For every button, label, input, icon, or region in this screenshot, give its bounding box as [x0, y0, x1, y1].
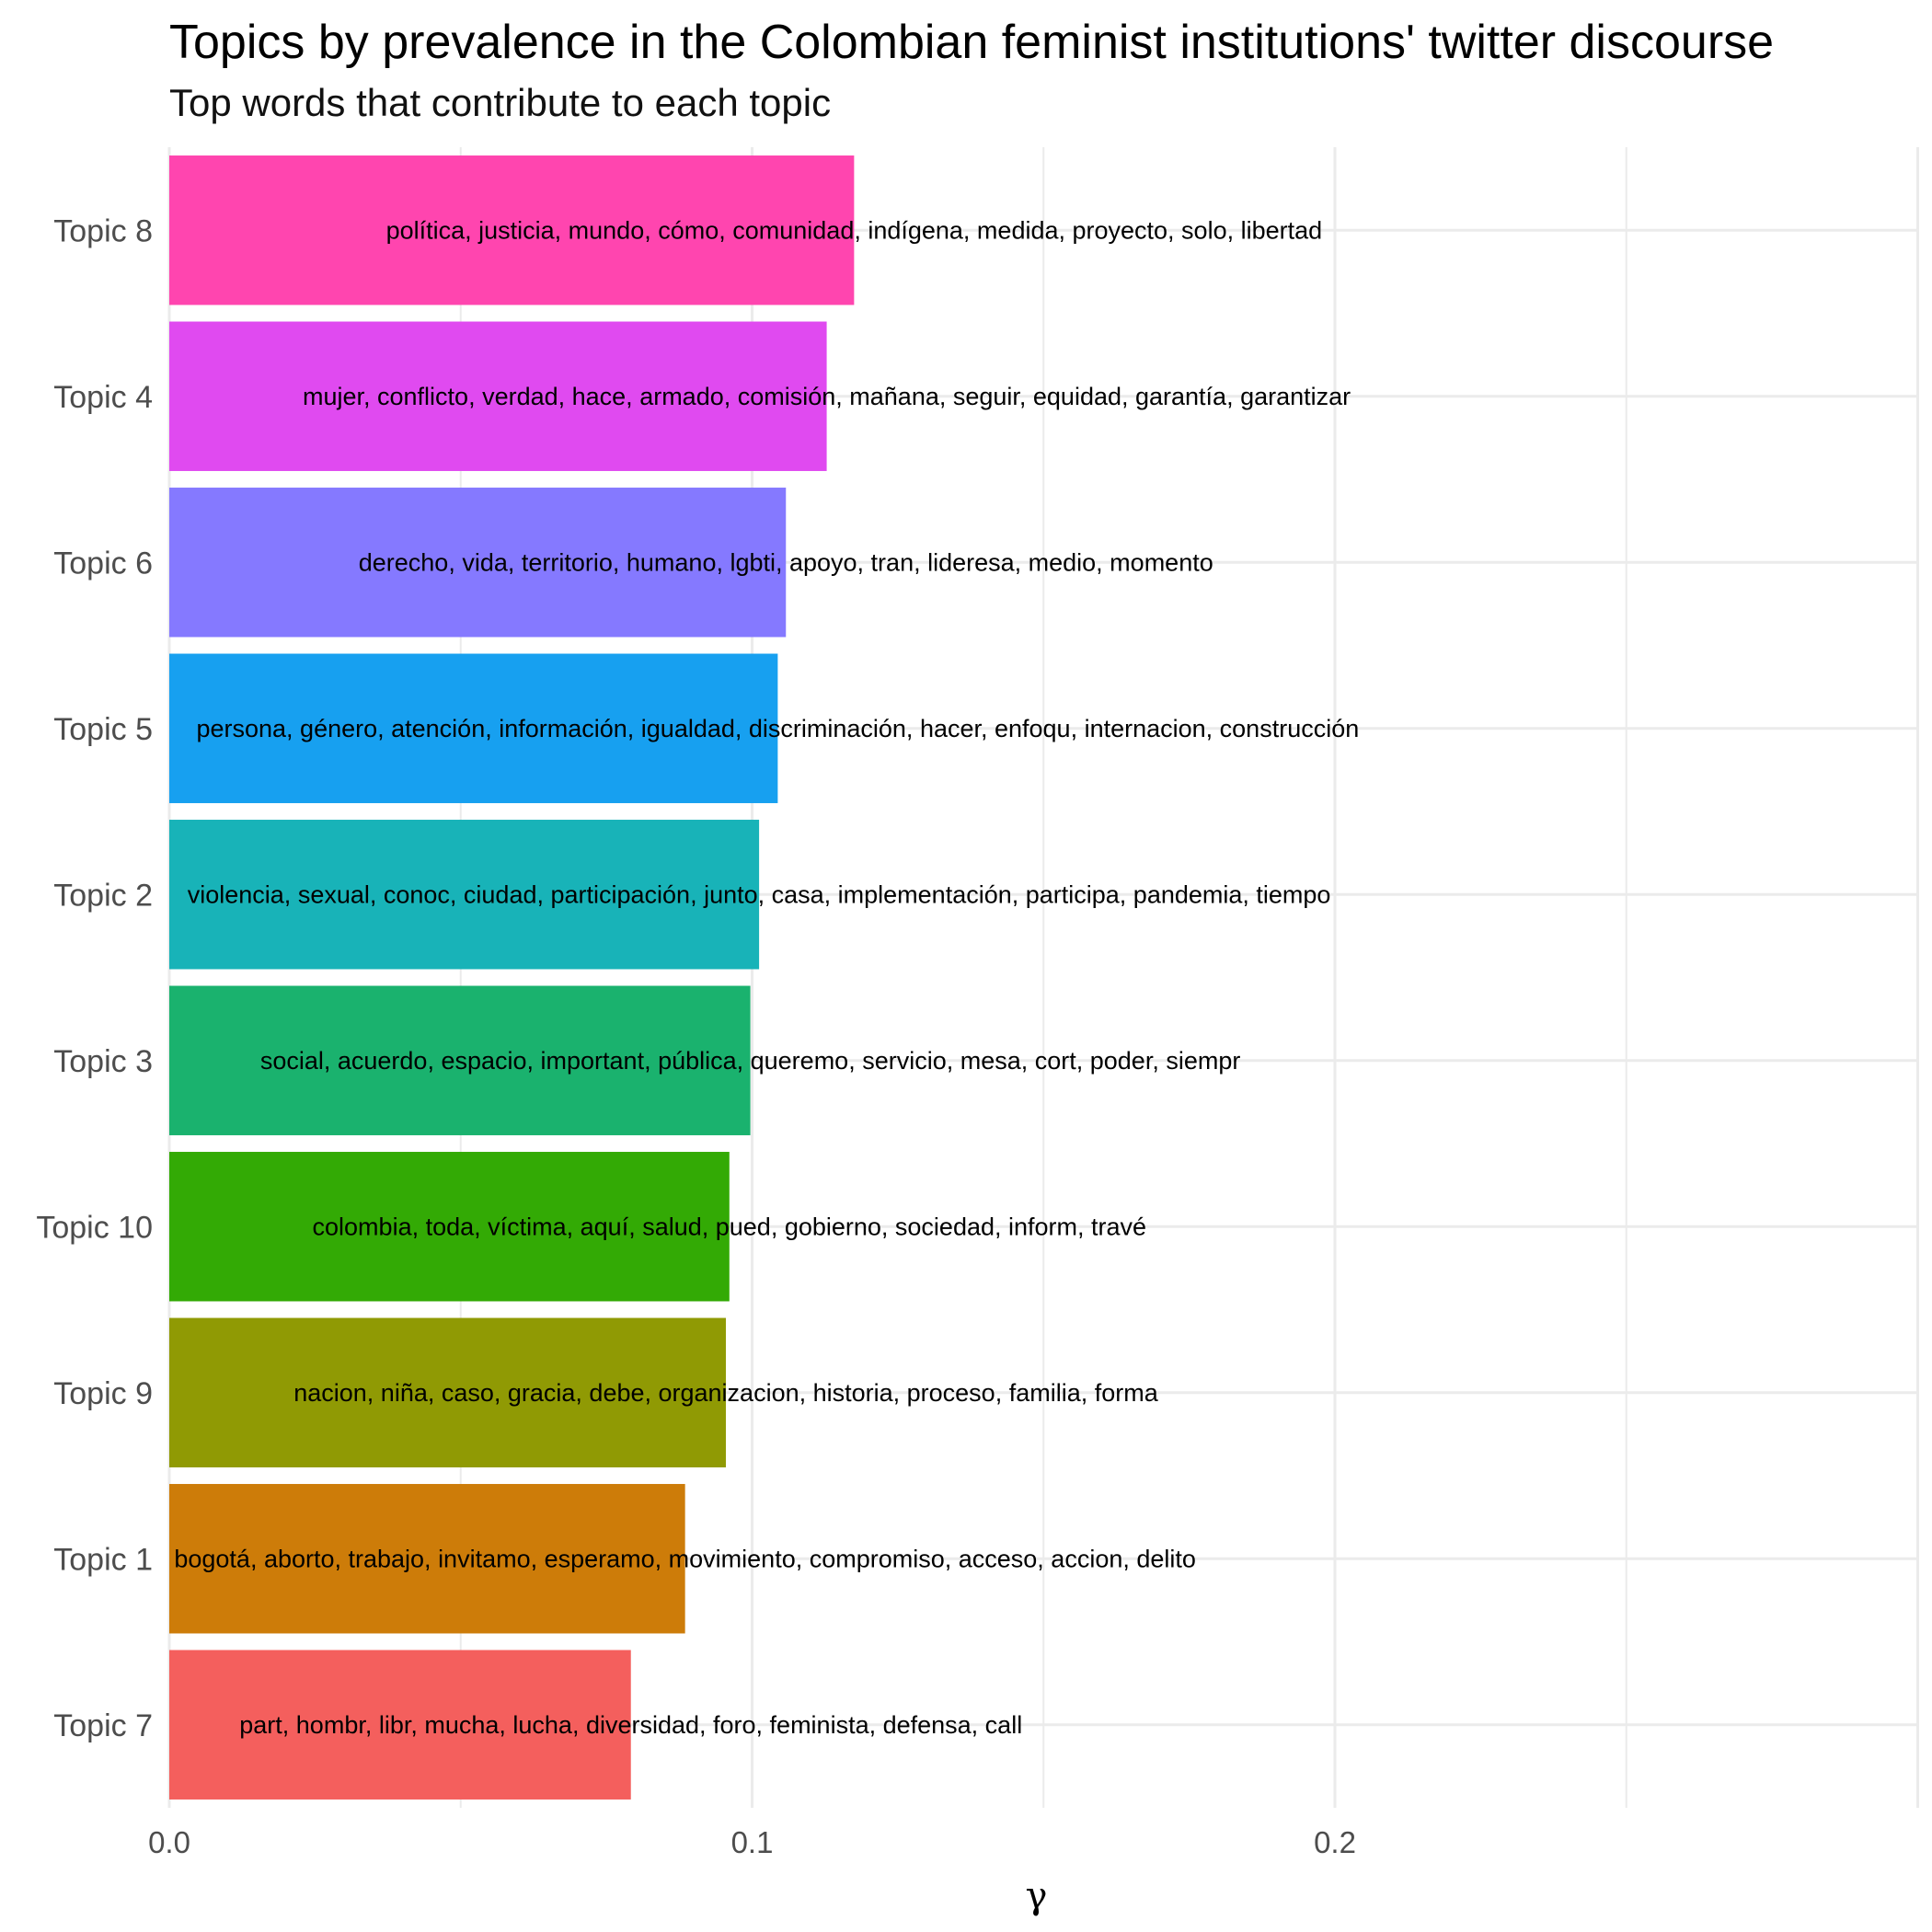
bar-label: colombia, toda, víctima, aquí, salud, pu…	[313, 1213, 1147, 1240]
bar-topic-7	[169, 1650, 631, 1800]
x-axis-title: γ	[1026, 1875, 1048, 1917]
axis-layer: Topic 8 Topic 4 Topic 6 Topic 5 Topic 2 Topic…	[36, 213, 1356, 1917]
bar-topic-6	[169, 488, 787, 638]
label-layer: política, justicia, mundo, cómo, comunid…	[174, 216, 1359, 1739]
bar-topic-2	[169, 820, 760, 970]
bar-label: bogotá, aborto, trabajo, invitamo, esper…	[174, 1545, 1196, 1572]
y-tick-label: Topic 5	[53, 712, 153, 747]
chart-title: Topics by prevalence in the Colombian fe…	[169, 16, 1775, 69]
y-tick-label: Topic 8	[53, 213, 153, 248]
y-tick-label: Topic 6	[53, 546, 153, 581]
grid-layer	[167, 147, 1919, 1808]
y-tick-label: Topic 3	[53, 1044, 153, 1079]
bar-topic-4	[169, 321, 827, 471]
bar-label: social, acuerdo, espacio, important, púb…	[260, 1047, 1241, 1075]
y-tick-label: Topic 4	[53, 380, 153, 415]
y-tick-label: Topic 9	[53, 1376, 153, 1411]
bar-topic-8	[169, 155, 855, 305]
bar-label: mujer, conflicto, verdad, hace, armado, …	[303, 383, 1351, 410]
bar-label: part, hombr, libr, mucha, lucha, diversi…	[239, 1711, 1022, 1739]
chart-subtitle: Top words that contribute to each topic	[169, 81, 832, 124]
x-tick-label: 0.1	[731, 1825, 774, 1859]
y-tick-label: Topic 2	[53, 878, 153, 913]
y-tick-label: Topic 10	[36, 1210, 153, 1245]
x-tick-label: 0.2	[1314, 1825, 1356, 1859]
bar-label: nacion, niña, caso, gracia, debe, organi…	[293, 1379, 1158, 1407]
bar-topic-9	[169, 1317, 726, 1467]
bar-topic-5	[169, 653, 778, 803]
bar-layer	[169, 155, 855, 1800]
bar-label: persona, género, atención, información, …	[196, 715, 1359, 742]
bar-label: derecho, vida, territorio, humano, lgbti…	[359, 548, 1213, 576]
bar-topic-10	[169, 1152, 730, 1302]
bar-topic-3	[169, 985, 751, 1135]
bar-topic-1	[169, 1484, 685, 1634]
y-tick-label: Topic 7	[53, 1708, 153, 1743]
bar-label: violencia, sexual, conoc, ciudad, partic…	[188, 880, 1331, 908]
bar-label: política, justicia, mundo, cómo, comunid…	[386, 216, 1323, 244]
x-tick-label: 0.0	[148, 1825, 190, 1859]
y-tick-label: Topic 1	[53, 1542, 153, 1577]
